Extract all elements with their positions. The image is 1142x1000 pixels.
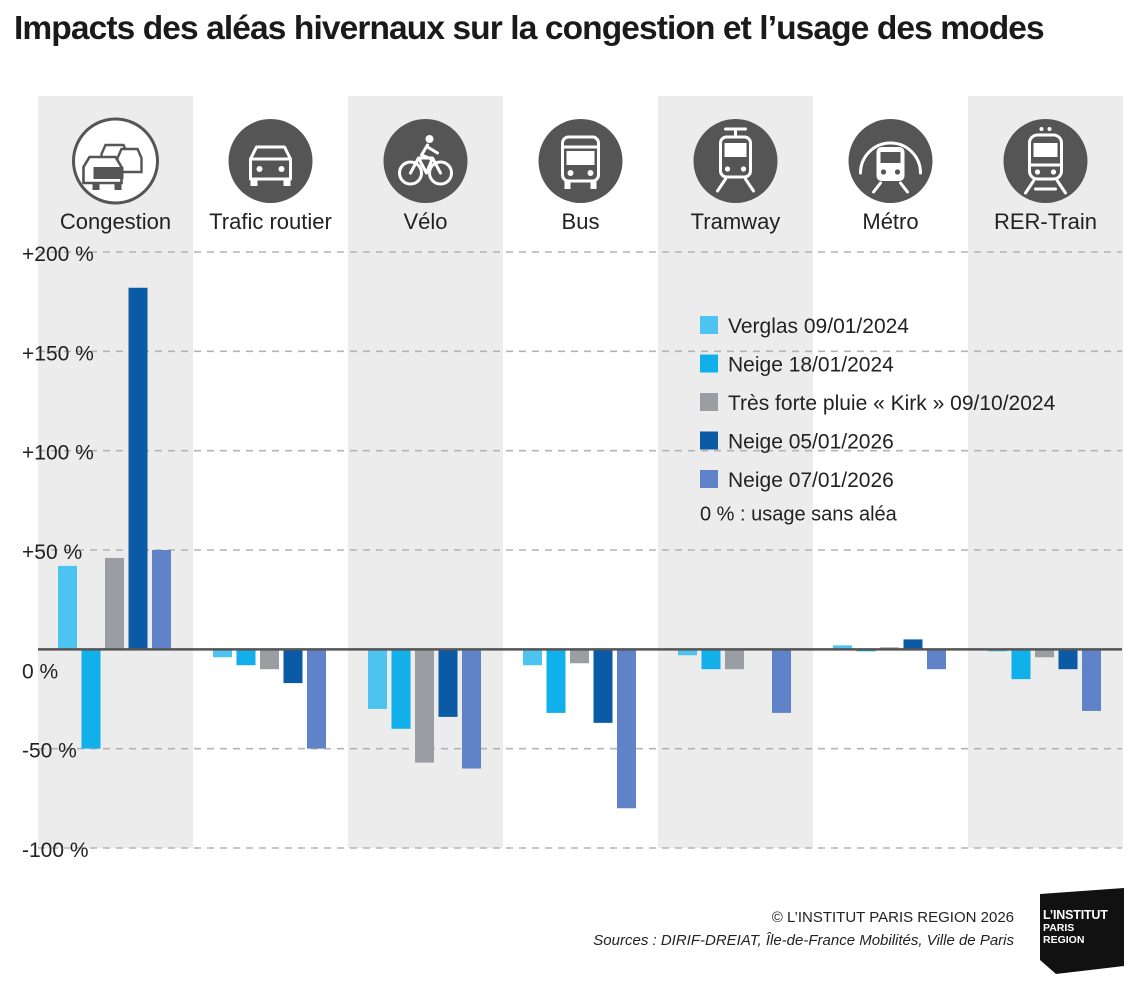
bar [415,649,434,763]
bar [368,649,387,709]
logo-text: L’INSTITUT PARIS REGION [1043,909,1108,947]
bar [523,649,542,666]
category-label: Vélo [403,209,447,234]
bar [283,649,303,684]
bar [570,649,589,664]
copyright-text: © L’INSTITUT PARIS REGION 2026 [771,909,1014,926]
bar [678,649,697,656]
logo-line-2: PARIS [1043,921,1075,934]
bar [546,649,566,713]
category-band [968,96,1123,848]
bus-icon [538,119,623,203]
category-band [38,96,193,848]
bar [617,649,636,809]
legend-label: Très forte pluie « Kirk » 09/10/2024 [728,392,1056,415]
legend-swatch [700,316,718,334]
category-label: Congestion [60,209,171,234]
bars [58,287,1101,809]
bar [81,649,101,749]
car-icon [228,119,313,203]
bar [462,649,481,769]
bar [438,649,458,717]
metro-icon [848,119,933,203]
category-label: Métro [862,209,918,234]
bar [105,557,124,650]
bar [260,649,279,670]
bicycle-icon [383,119,468,203]
bar [772,649,791,713]
legend-swatch [700,354,718,373]
y-tick-labels: +200 % +150 % +100 % +50 % 0 % -50 % -100 % [22,243,94,862]
grid-lines [38,251,1122,849]
y-tick-label: +150 % [22,342,94,365]
y-tick-label: -50 % [22,740,77,763]
bar [701,649,721,670]
bar [128,287,148,650]
category-band [658,96,813,848]
traffic-jam-icon [72,117,159,205]
legend-swatch [700,393,718,411]
bar [152,550,171,650]
tram-icon [693,119,778,203]
y-tick-label: 0 % [22,660,58,683]
train-icon [1003,119,1088,203]
legend-label: Neige 18/01/2024 [728,354,894,377]
bar [1058,649,1078,670]
bar [593,649,613,723]
bar [213,649,232,658]
y-tick-label: +100 % [22,442,94,465]
legend-label: Neige 07/01/2026 [728,469,894,492]
bar-chart: +200 % +150 % +100 % +50 % 0 % -50 % -100 % [22,96,1123,862]
category-bands [38,96,1123,848]
bar [1035,649,1054,658]
bar [833,645,852,650]
bar [236,649,256,666]
legend-label: Verglas 09/01/2024 [728,315,909,338]
logo-line-3: REGION [1043,934,1085,946]
y-tick-label: +200 % [22,243,94,266]
bar [391,649,411,729]
legend-note: 0 % : usage sans aléa [700,504,898,526]
legend: Verglas 09/01/2024 Neige 18/01/2024 Très f… [700,315,1056,526]
institut-logo [1040,888,1124,974]
credits: © L’INSTITUT PARIS REGION 2026 Sources :… [593,906,1014,952]
category-label: RER-Train [994,209,1097,234]
category-label: Tramway [691,209,781,234]
category-labels: Congestion Trafic routier Vélo Bus Tramway Mé… [60,209,1097,234]
bar [58,565,77,650]
category-label: Trafic routier [209,209,332,234]
legend-swatch [700,431,718,450]
bar [1082,649,1101,711]
sources-text: Sources : DIRIF-DREIAT, Île-de-France Mo… [593,932,1014,949]
category-label: Bus [562,209,600,234]
chart-title: Impacts des aléas hivernaux sur la conge… [14,10,1045,47]
bar [725,649,744,670]
legend-swatch [700,470,718,488]
logo-line-1: L’INSTITUT [1043,908,1108,922]
bar [903,639,923,650]
bar [307,649,326,749]
legend-label: Neige 05/01/2026 [728,431,894,454]
y-tick-label: -100 % [22,839,89,862]
bar [1011,649,1031,680]
category-icons [72,117,1088,205]
y-tick-label: +50 % [22,541,82,564]
bar [927,649,946,670]
